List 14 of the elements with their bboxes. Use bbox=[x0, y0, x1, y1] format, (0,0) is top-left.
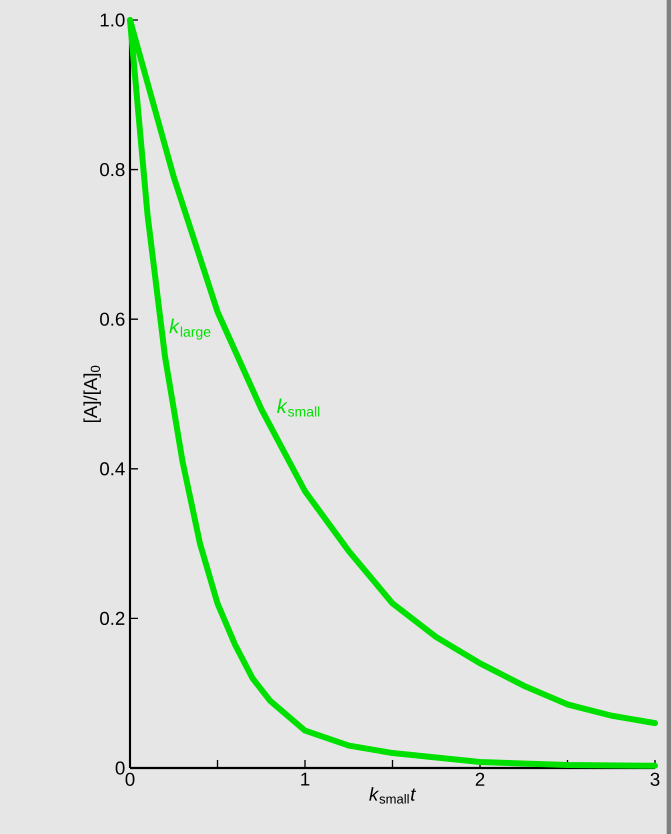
y-tick-label: 1.0 bbox=[100, 13, 125, 27]
x-tick-label: 0 bbox=[126, 772, 134, 786]
y-axis-title: [A]/[A]$_{0}$ bbox=[83, 366, 101, 422]
x-tick-label: 3 bbox=[650, 772, 660, 786]
y-tick-label: 0.8 bbox=[100, 162, 124, 176]
x-tick-label: 1 bbox=[301, 772, 310, 786]
series-label: k$_{large}$ bbox=[169, 318, 210, 340]
x-tick-label: 2 bbox=[476, 772, 484, 786]
y-tick-label: 0.2 bbox=[100, 612, 124, 626]
series-label: k$_{small}$ bbox=[277, 398, 320, 417]
y-tick-label: 0.4 bbox=[100, 462, 125, 476]
y-tick-label: 0 bbox=[116, 761, 125, 775]
x-axis-title: k$_{small}$t bbox=[369, 787, 416, 804]
y-tick-label: 0.6 bbox=[100, 312, 124, 326]
